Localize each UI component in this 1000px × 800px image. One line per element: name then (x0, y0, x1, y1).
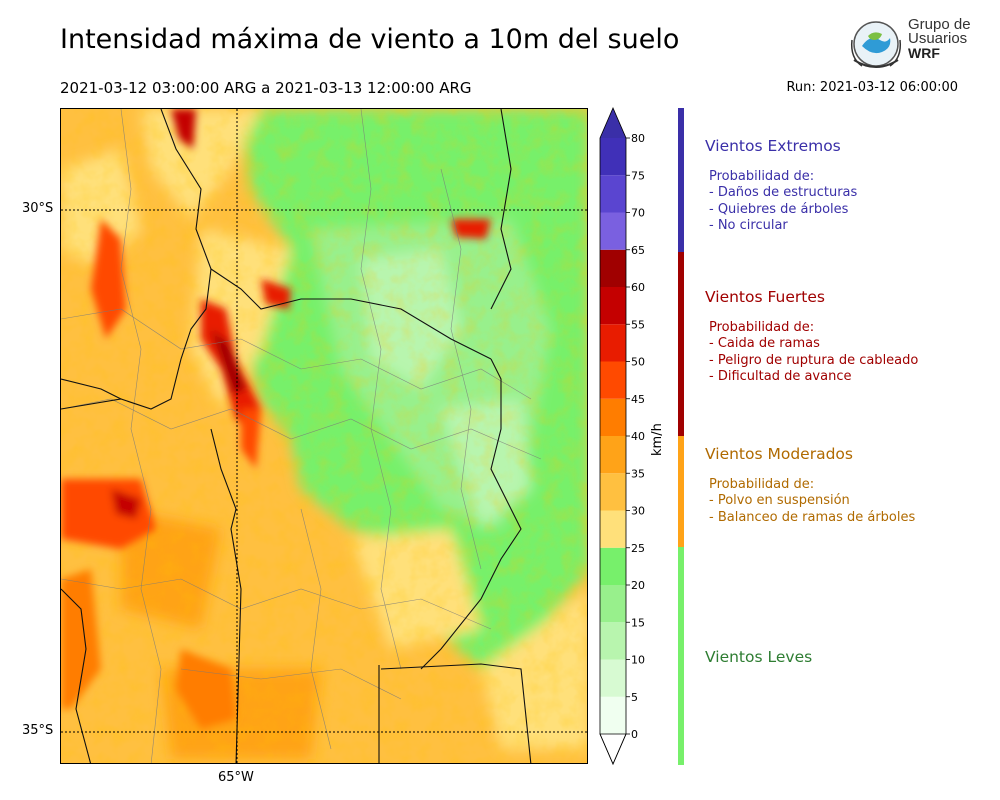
category-title: Vientos Fuertes (705, 288, 825, 306)
bar-fuertes (678, 252, 684, 436)
wrf-logo: Grupo de Usuarios WRF (848, 16, 978, 74)
bar-moderados (678, 436, 684, 547)
logo-line-1: Grupo de (908, 16, 971, 33)
colorbar-tick-label: 25 (631, 542, 645, 555)
category-line: - Balanceo de ramas de árboles (709, 509, 916, 525)
colorbar-segment (600, 398, 626, 436)
colorbar-segment (600, 622, 626, 660)
colorbar-extend-min (599, 733, 627, 766)
colorbar-tick-label: 55 (631, 318, 645, 331)
colorbar-tick-label: 60 (631, 281, 645, 294)
colorbar-tick-label: 20 (631, 579, 645, 592)
colorbar-tick-label: 30 (631, 505, 645, 518)
category-fuertes: Vientos Fuertes Probabilidad de: - Caida… (705, 289, 918, 386)
wind-field (61, 109, 587, 763)
map-title: Intensidad máxima de viento a 10m del su… (60, 24, 680, 55)
category-extremos: Vientos Extremos Probabilidad de: - Daño… (705, 138, 857, 235)
colorbar-tick-label: 50 (631, 356, 645, 369)
category-line: Probabilidad de: (709, 319, 815, 335)
colorbar-segment (600, 138, 626, 176)
category-line: - Caida de ramas (709, 336, 820, 351)
lat-label-30s: 30°S (22, 201, 54, 216)
category-line: Probabilidad de: (709, 476, 815, 492)
colorbar-segment (600, 249, 626, 287)
colorbar-tick-label: 75 (631, 169, 645, 182)
colorbar-segment (600, 510, 626, 548)
category-line: - Polvo en suspensión (709, 493, 850, 508)
colorbar-segment (600, 436, 626, 474)
colorbar-tick-label: 65 (631, 244, 645, 257)
colorbar-tick-label: 15 (631, 616, 645, 629)
colorbar-segment (600, 585, 626, 623)
colorbar-tick-label: 5 (631, 691, 638, 704)
colorbar-segment (600, 324, 626, 362)
category-line: - Daños de estructuras (709, 185, 858, 200)
colorbar-segment (600, 212, 626, 250)
colorbar: 0 5 10 15 20 25 30 35 40 45 50 55 60 65 70 75 80 (599, 106, 645, 766)
category-title: Vientos Moderados (705, 445, 853, 463)
colorbar-segment (600, 361, 626, 399)
colorbar-segment (600, 473, 626, 511)
colorbar-tick-label: 40 (631, 430, 645, 443)
category-line: Probabilidad de: (709, 168, 815, 184)
category-title: Vientos Leves (705, 648, 813, 666)
run-time: Run: 2021-03-12 06:00:00 (786, 80, 958, 95)
lon-label-65w: 65°W (218, 770, 254, 785)
category-line: - Peligro de ruptura de cableado (709, 352, 919, 368)
colorbar-tick-label: 70 (631, 207, 645, 220)
logo-line-3: WRF (908, 45, 940, 61)
category-line: - Dificultad de avance (709, 369, 852, 384)
colorbar-extend-max (600, 108, 626, 138)
logo-line-2: Usuarios (908, 30, 968, 47)
category-line: - Quiebres de árboles (709, 201, 849, 217)
colorbar-tick-label: 0 (631, 728, 638, 741)
colorbar-tick-label: 80 (631, 132, 645, 145)
colorbar-segment (600, 287, 626, 325)
category-line: - No circular (709, 218, 788, 233)
category-leves: Vientos Leves (705, 649, 812, 680)
colorbar-segment (600, 659, 626, 697)
colorbar-tick-label: 35 (631, 467, 645, 480)
colorbar-tick-label: 45 (631, 393, 645, 406)
colorbar-segment (600, 547, 626, 585)
lat-label-35s: 35°S (22, 723, 54, 738)
colorbar-segment (600, 175, 626, 213)
valid-period: 2021-03-12 03:00:00 ARG a 2021-03-13 12:… (60, 79, 472, 97)
bar-leves (678, 547, 684, 765)
category-moderados: Vientos Moderados Probabilidad de: - Pol… (705, 446, 915, 526)
colorbar-tick-label: 10 (631, 654, 645, 667)
bar-extremos (678, 108, 684, 252)
wind-map (60, 108, 588, 764)
colorbar-segment (600, 696, 626, 734)
globe-logo-icon (850, 21, 902, 68)
colorbar-units: km/h (650, 423, 665, 456)
category-title: Vientos Extremos (705, 137, 841, 155)
